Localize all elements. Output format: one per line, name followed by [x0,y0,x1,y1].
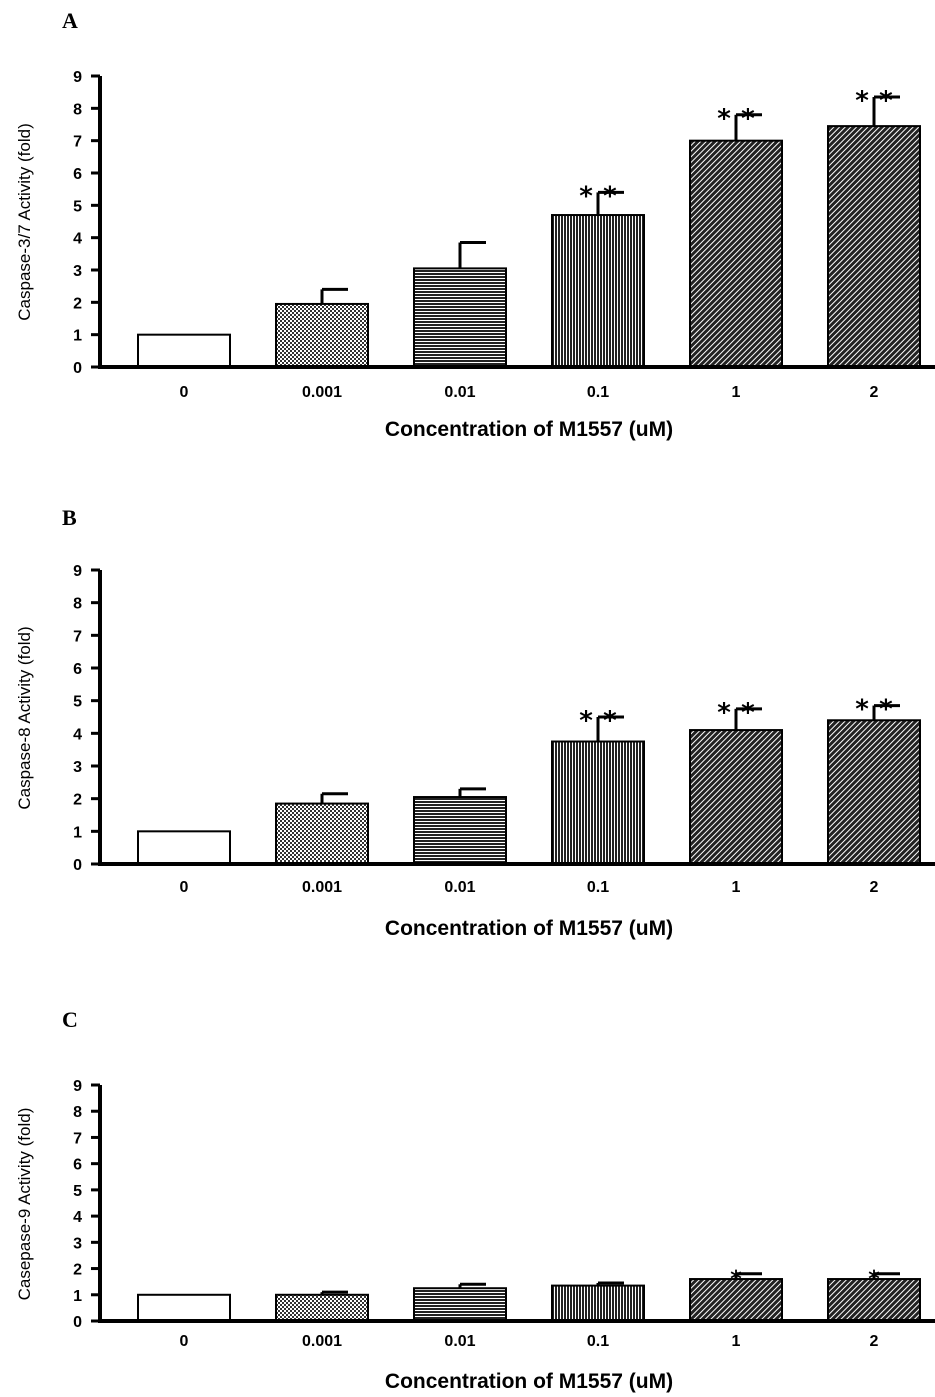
y-tick-label: 6 [73,166,82,183]
y-tick-label: 4 [73,1209,82,1226]
bar [413,1287,507,1322]
significance-marker: * * [717,104,755,134]
y-tick-label: 2 [73,295,82,312]
bar [137,333,231,368]
category-label: 0.01 [444,1333,475,1350]
y-axis-title: Casepase-9 Activity (fold) [15,1108,34,1301]
bar [689,729,783,865]
bar [551,740,645,865]
significance-marker: * [868,1267,880,1292]
significance-marker: * * [855,695,893,725]
category-label: 0 [180,879,189,896]
bar [275,1293,369,1323]
bar [137,830,231,865]
bar [827,719,921,865]
category-label: 0.001 [302,384,342,401]
bar [137,1293,231,1323]
bar [551,1284,645,1322]
category-label: 0.001 [302,1333,342,1350]
y-tick-label: 9 [73,1078,82,1095]
category-label: 2 [870,1333,879,1350]
category-label: 0.1 [587,384,609,401]
y-axis-title: Caspase-3/7 Activity (fold) [15,123,34,320]
category-label: 0.01 [444,384,475,401]
category-label: 0.1 [587,879,609,896]
y-tick-label: 8 [73,1104,82,1121]
x-axis-title: Concentration of M1557 (uM) [385,418,673,441]
y-tick-label: 3 [73,1235,82,1252]
bar [413,267,507,368]
y-tick-label: 7 [73,628,82,645]
y-tick-label: 8 [73,101,82,118]
y-tick-label: 3 [73,263,82,280]
y-tick-label: 4 [73,231,82,248]
bar [275,302,369,369]
y-tick-label: 5 [73,694,82,711]
significance-marker: * * [579,706,617,736]
significance-marker: * * [855,86,893,116]
y-tick-label: 5 [73,198,82,215]
chart-panel-b: B 0 0.001 0.01 * * 0.1 * * 1 * * 2 0 1 2 3 4 5 6 7 8 9 Conce… [15,505,935,940]
y-tick-label: 7 [73,134,82,151]
category-label: 2 [870,879,879,896]
bar [827,125,921,368]
y-tick-label: 1 [73,824,82,841]
y-tick-label: 1 [73,328,82,345]
significance-marker: * * [717,698,755,728]
category-label: 1 [732,384,741,401]
y-tick-label: 0 [73,1314,82,1331]
category-label: 1 [732,879,741,896]
bar [275,802,369,865]
y-tick-label: 2 [73,792,82,809]
bar [551,214,645,368]
panel-letter: A [62,8,78,33]
category-label: 0 [180,1333,189,1350]
y-tick-label: 5 [73,1183,82,1200]
category-label: 0.01 [444,879,475,896]
y-tick-label: 0 [73,360,82,377]
y-tick-label: 8 [73,596,82,613]
category-label: 0 [180,384,189,401]
y-axis-title: Caspase-8 Activity (fold) [15,626,34,809]
significance-marker: * [730,1267,742,1292]
y-tick-label: 7 [73,1130,82,1147]
y-tick-label: 9 [73,69,82,86]
y-tick-label: 6 [73,661,82,678]
x-axis-title: Concentration of M1557 (uM) [385,917,673,940]
chart-panel-c: C 0 0.001 0.01 0.1 * 1 * 2 0 1 2 3 4 5 6 7 8 9 Concentratio… [15,1007,935,1393]
panel-letter: C [62,1007,78,1032]
bar [689,1278,783,1322]
panel-letter: B [62,505,77,530]
category-label: 0.1 [587,1333,609,1350]
chart-panel-a: A 0 0.001 0.01 * * 0.1 * * 1 * * 2 0 1 2 3 4 5 6 7 8 9 Conce… [15,8,935,441]
y-tick-label: 2 [73,1262,82,1279]
y-tick-label: 0 [73,857,82,874]
y-tick-label: 6 [73,1157,82,1174]
y-tick-label: 9 [73,563,82,580]
bar [689,139,783,368]
y-tick-label: 3 [73,759,82,776]
bar [413,796,507,865]
y-tick-label: 1 [73,1288,82,1305]
x-axis-title: Concentration of M1557 (uM) [385,1370,673,1393]
category-label: 2 [870,384,879,401]
category-label: 0.001 [302,879,342,896]
category-label: 1 [732,1333,741,1350]
y-tick-label: 4 [73,726,82,743]
significance-marker: * * [579,181,617,211]
